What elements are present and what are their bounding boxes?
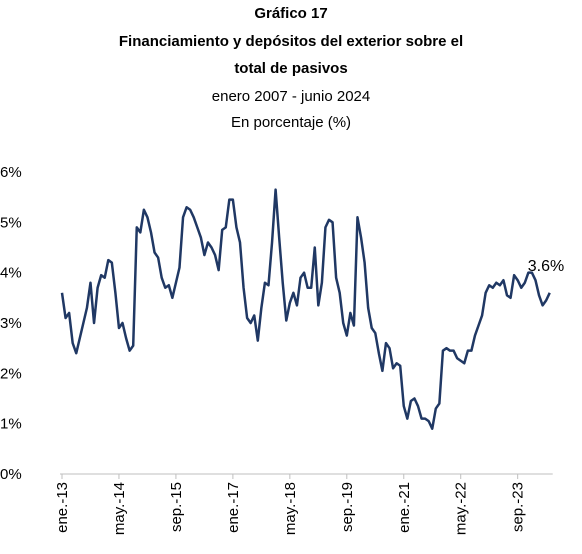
x-tick-label: ene.-17 [225, 482, 242, 533]
y-tick-label: 6% [0, 164, 22, 181]
annotation: 3.6% [528, 258, 564, 275]
x-tick-label: ene.-13 [54, 482, 71, 533]
chart-title: total de pasivos [234, 60, 347, 77]
chart-subtitle: En porcentaje (%) [231, 114, 351, 131]
y-tick-label: 5% [0, 214, 22, 231]
x-tick-label: sep.-23 [510, 482, 527, 532]
chart-title: Gráfico 17 [254, 5, 327, 22]
chart-subtitle: enero 2007 - junio 2024 [212, 88, 370, 105]
x-tick-label: may.-14 [111, 482, 128, 535]
line-series [60, 188, 551, 430]
y-tick-label: 1% [0, 416, 22, 433]
x-tick-label: sep.-15 [168, 482, 185, 532]
x-tick-label: may.-18 [282, 482, 299, 535]
x-tick-label: ene.-21 [396, 482, 413, 533]
x-tick-label: sep.-19 [339, 482, 356, 532]
y-tick-label: 0% [0, 466, 22, 483]
chart-title: Financiamiento y depósitos del exterior … [119, 33, 463, 50]
y-tick-label: 3% [0, 315, 22, 332]
x-tick-label: may.-22 [453, 482, 470, 535]
y-tick-label: 4% [0, 265, 22, 282]
y-tick-label: 2% [0, 365, 22, 382]
